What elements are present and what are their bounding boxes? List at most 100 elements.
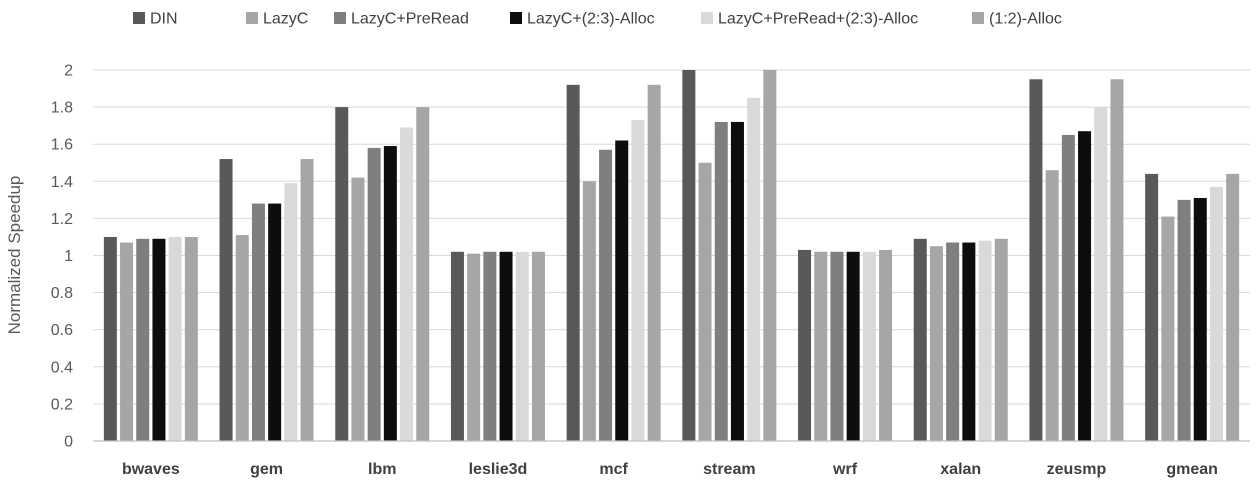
bar-bwaves-2	[136, 238, 150, 441]
bar-wrf-4	[862, 251, 876, 441]
bar-stream-5	[763, 70, 777, 441]
bar-stream-3	[730, 121, 744, 441]
bar-bwaves-0	[103, 236, 117, 441]
gridlines	[93, 69, 1250, 405]
bar-xalan-5	[994, 238, 1008, 441]
bar-bwaves-5	[184, 236, 198, 441]
bar-zeusmp-0	[1029, 79, 1043, 442]
bar-gem-5	[300, 159, 314, 442]
bar-mcf-1	[582, 181, 596, 442]
bar-stream-1	[698, 162, 712, 441]
bar-stream-4	[747, 97, 761, 441]
bar-gem-4	[284, 183, 298, 441]
bar-zeusmp-4	[1094, 107, 1108, 441]
legend-label: LazyC+(2:3)-Alloc	[527, 11, 655, 28]
x-category-label: bwaves	[122, 461, 180, 478]
bar-xalan-0	[913, 238, 927, 441]
legend-swatch	[133, 12, 145, 24]
bar-xalan-2	[946, 242, 960, 441]
bar-lbm-1	[351, 177, 365, 441]
y-tick-label: 1.4	[51, 174, 73, 191]
bar-wrf-1	[814, 251, 828, 441]
bars	[103, 70, 1240, 442]
x-category-label: xalan	[940, 461, 981, 478]
bar-lbm-4	[400, 127, 414, 441]
bar-xalan-3	[962, 242, 976, 441]
y-tick-label: 0	[64, 434, 73, 451]
bar-lbm-2	[367, 147, 381, 441]
legend-label: DIN	[150, 11, 178, 28]
bar-leslie3d-2	[483, 251, 497, 441]
legend-swatch	[972, 12, 984, 24]
y-tick-label: 1.8	[51, 100, 73, 117]
bar-gem-3	[268, 203, 282, 441]
bar-gem-0	[219, 159, 233, 442]
bar-zeusmp-1	[1045, 170, 1059, 442]
bar-gem-2	[251, 203, 265, 441]
bar-bwaves-3	[152, 238, 166, 441]
legend-label: (1:2)-Alloc	[989, 11, 1062, 28]
bar-gmean-0	[1145, 173, 1159, 441]
bar-lbm-5	[416, 107, 430, 441]
bar-wrf-0	[798, 249, 812, 441]
bar-lbm-3	[383, 146, 397, 441]
legend-swatch	[334, 12, 346, 24]
x-axis-labels: bwaves gem lbm leslie3d mcf stream wrf xalan zeu…	[122, 461, 1218, 478]
y-axis-ticks: 0 0.2 0.4 0.6 0.8 1 1.2 1.4 1.6 1.8 2	[51, 63, 73, 451]
bar-leslie3d-3	[499, 251, 513, 441]
bar-wrf-3	[846, 251, 860, 441]
bar-bwaves-1	[120, 242, 134, 441]
bar-gmean-5	[1226, 173, 1240, 441]
bar-mcf-2	[599, 149, 613, 441]
bar-mcf-4	[631, 120, 645, 442]
x-category-label: stream	[703, 461, 755, 478]
legend-label: LazyC+PreRead+(2:3)-Alloc	[718, 11, 918, 28]
y-tick-label: 1	[64, 248, 73, 265]
bar-wrf-5	[879, 249, 893, 441]
bar-xalan-1	[929, 246, 943, 441]
y-tick-label: 1.6	[51, 137, 73, 154]
x-category-label: gem	[250, 461, 283, 478]
bar-zeusmp-5	[1110, 79, 1124, 442]
bar-gmean-4	[1209, 186, 1223, 441]
y-tick-label: 0.8	[51, 285, 73, 302]
bar-stream-0	[682, 70, 696, 441]
x-category-label: lbm	[368, 461, 396, 478]
bar-mcf-3	[615, 140, 629, 442]
x-category-label: mcf	[599, 461, 628, 478]
bar-leslie3d-1	[467, 253, 481, 441]
bar-leslie3d-4	[515, 251, 529, 441]
legend-swatch	[246, 12, 258, 24]
x-category-label: zeusmp	[1047, 461, 1107, 478]
bar-gmean-1	[1161, 216, 1175, 441]
legend-swatch	[701, 12, 713, 24]
y-axis-title: Normalized Speedup	[5, 176, 24, 335]
y-tick-label: 2	[64, 63, 73, 80]
bar-bwaves-4	[168, 236, 182, 441]
chart-legend: DIN LazyC LazyC+PreRead LazyC+(2:3)-Alloc La…	[133, 11, 1062, 28]
bar-leslie3d-5	[531, 251, 545, 441]
legend-swatch	[510, 12, 522, 24]
x-category-label: leslie3d	[469, 461, 528, 478]
y-tick-label: 0.2	[51, 396, 73, 413]
bar-mcf-0	[566, 84, 580, 441]
bar-xalan-4	[978, 240, 992, 441]
bar-gmean-3	[1193, 197, 1207, 441]
bar-lbm-0	[335, 107, 349, 441]
y-tick-label: 0.6	[51, 322, 73, 339]
legend-label: LazyC	[263, 11, 308, 28]
legend-label: LazyC+PreRead	[351, 11, 469, 28]
y-tick-label: 1.2	[51, 211, 73, 228]
bar-gmean-2	[1177, 199, 1191, 441]
x-category-label: gmean	[1166, 461, 1218, 478]
x-category-label: wrf	[832, 461, 858, 478]
bar-gem-1	[235, 235, 249, 441]
bar-wrf-2	[830, 251, 844, 441]
bar-mcf-5	[647, 84, 661, 441]
bar-leslie3d-0	[450, 251, 464, 441]
bar-zeusmp-2	[1061, 134, 1075, 442]
y-tick-label: 0.4	[51, 359, 73, 376]
bar-zeusmp-3	[1078, 131, 1092, 441]
bar-stream-2	[714, 121, 728, 441]
